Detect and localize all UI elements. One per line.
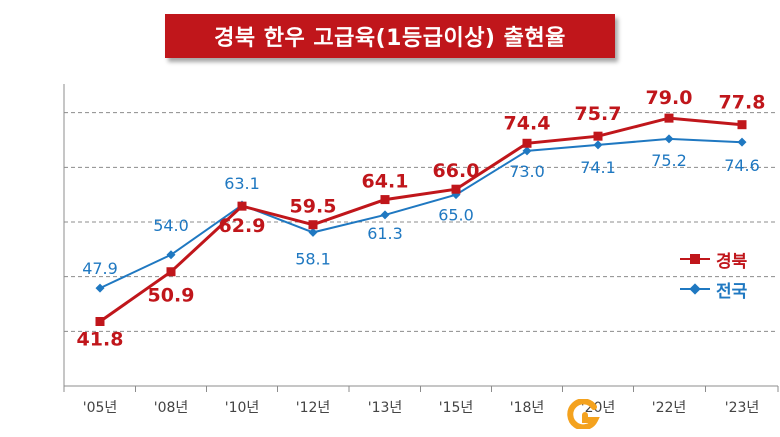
legend-line-national xyxy=(680,283,710,295)
data-label-gyeongbuk: 77.8 xyxy=(719,92,766,114)
point-gyeongbuk xyxy=(593,131,603,141)
legend: 경북 전국 xyxy=(680,244,776,304)
data-label-gyeongbuk: 50.9 xyxy=(148,285,195,307)
data-label-gyeongbuk: 64.1 xyxy=(362,171,409,193)
x-tick-label: '05년 xyxy=(83,400,118,416)
point-national xyxy=(593,140,603,150)
data-label-gyeongbuk: 75.7 xyxy=(575,103,622,125)
point-national xyxy=(95,283,105,293)
data-label-national: 74.6 xyxy=(724,156,760,175)
point-gyeongbuk xyxy=(664,113,674,123)
data-label-national: 58.1 xyxy=(295,249,331,268)
point-national xyxy=(308,227,318,237)
point-gyeongbuk xyxy=(522,138,532,148)
data-label-national: 54.0 xyxy=(153,216,189,235)
point-gyeongbuk xyxy=(380,195,390,205)
legend-line-gyeongbuk xyxy=(680,254,710,264)
point-national xyxy=(380,210,390,220)
legend-square-marker-icon xyxy=(690,254,700,264)
data-label-national: 63.1 xyxy=(224,174,260,193)
point-gyeongbuk xyxy=(737,120,747,130)
point-gyeongbuk xyxy=(451,184,461,194)
data-label-gyeongbuk: 79.0 xyxy=(646,87,693,109)
title-banner: 경북 한우 고급육(1등급이상) 출현율 xyxy=(165,14,615,58)
point-national xyxy=(664,134,674,144)
point-gyeongbuk xyxy=(166,267,176,277)
legend-label-gyeongbuk: 경북 xyxy=(716,251,748,272)
x-tick-label: '15년 xyxy=(439,400,474,416)
point-national xyxy=(166,250,176,260)
legend-item-gyeongbuk: 경북 xyxy=(680,244,776,274)
data-label-gyeongbuk: 41.8 xyxy=(77,328,124,350)
data-label-national: 61.3 xyxy=(367,224,403,243)
legend-item-national: 전국 xyxy=(680,274,776,304)
point-gyeongbuk xyxy=(95,316,105,326)
data-label-gyeongbuk: 74.4 xyxy=(504,112,551,134)
data-label-gyeongbuk: 62.9 xyxy=(219,215,266,237)
data-label-national: 47.9 xyxy=(82,259,118,278)
x-tick-label: '13년 xyxy=(368,400,403,416)
series-line-national xyxy=(99,137,743,290)
point-national xyxy=(737,137,747,147)
data-label-national: 73.0 xyxy=(509,162,545,181)
x-tick-label: '22년 xyxy=(652,400,687,416)
data-label-national: 65.0 xyxy=(438,206,474,225)
logo-icon xyxy=(567,399,600,429)
data-label-national: 74.1 xyxy=(580,158,616,177)
point-gyeongbuk xyxy=(237,201,247,211)
data-label-national: 75.2 xyxy=(651,151,687,170)
x-tick-label: '10년 xyxy=(225,400,260,416)
point-national xyxy=(522,146,532,156)
data-label-gyeongbuk: 66.0 xyxy=(433,160,480,182)
point-gyeongbuk xyxy=(308,220,318,230)
legend-label-national: 전국 xyxy=(716,281,748,302)
legend-diamond-marker-icon xyxy=(689,283,701,295)
x-tick-label: '08년 xyxy=(154,400,189,416)
x-tick-label: '12년 xyxy=(296,400,331,416)
data-label-gyeongbuk: 59.5 xyxy=(290,196,337,218)
x-tick-label: '18년 xyxy=(510,400,545,416)
series-line-gyeongbuk xyxy=(99,116,743,323)
chart-title: 경북 한우 고급육(1등급이상) 출현율 xyxy=(214,26,566,51)
x-tick-label: '23년 xyxy=(725,400,760,416)
